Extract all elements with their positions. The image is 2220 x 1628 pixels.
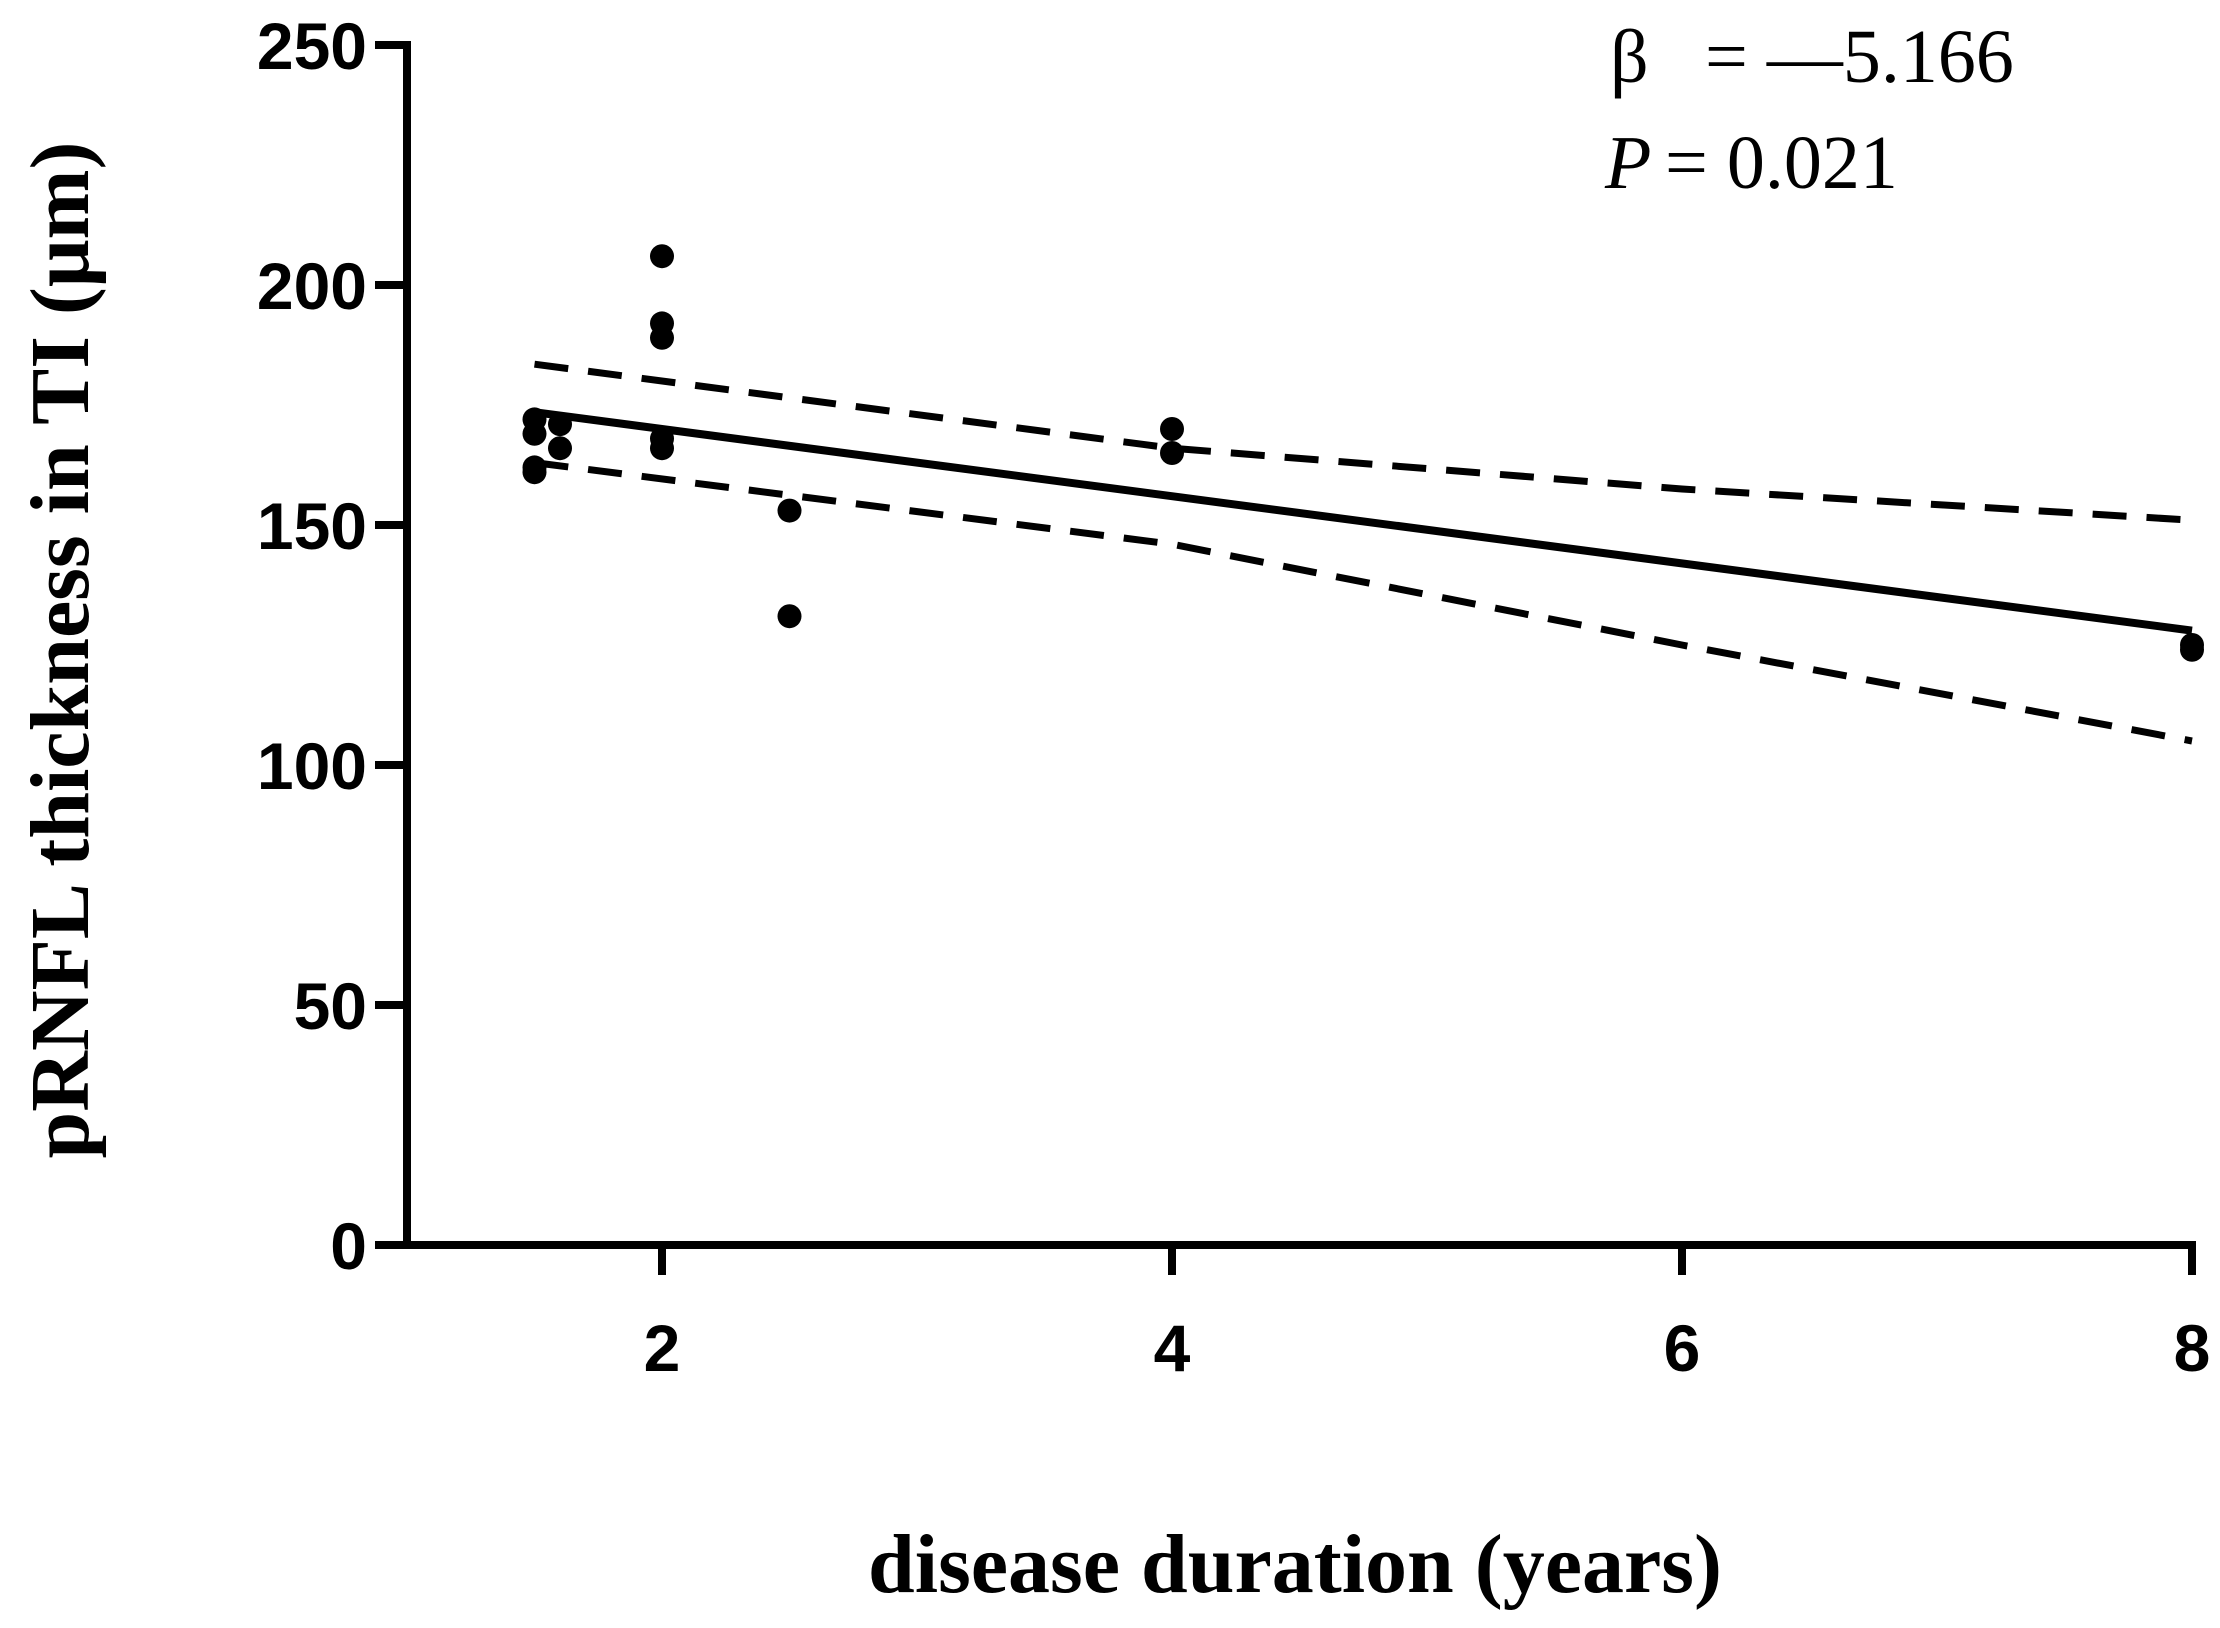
beta-value: = ―5.166: [1705, 15, 2014, 99]
p-value: = 0.021: [1665, 121, 1898, 205]
ci-upper-line: [534, 360, 2193, 524]
axes-layer: [375, 41, 2196, 1275]
regression-line: [533, 408, 2193, 635]
data-point-6: [650, 244, 674, 269]
x-tick-label-6: 6: [1664, 1311, 1701, 1385]
y-tick-label-0: 0: [330, 1209, 367, 1283]
y-tick-label-50: 50: [294, 969, 367, 1043]
data-point-5: [548, 436, 572, 461]
x-axis-title: disease duration (years): [868, 1518, 1722, 1611]
y-tick-label-100: 100: [257, 729, 367, 803]
y-axis-title: pRNFL thickness in TI (μm): [14, 142, 107, 1159]
data-point-16: [2180, 637, 2204, 662]
beta-symbol: β: [1610, 15, 1649, 99]
data-point-11: [777, 498, 802, 523]
data-point-12: [777, 604, 802, 629]
points-layer: [522, 244, 2204, 662]
data-point-8: [650, 325, 674, 350]
y-tick-label-150: 150: [257, 489, 367, 563]
data-point-10: [650, 436, 674, 461]
data-point-14: [1160, 441, 1184, 465]
y-tick-label-250: 250: [257, 9, 367, 83]
ci-lower-line: [534, 459, 2193, 745]
data-point-1: [522, 421, 547, 446]
p-symbol: P: [1604, 121, 1651, 205]
x-tick-label-2: 2: [644, 1311, 681, 1385]
y-tick-label-200: 200: [257, 249, 367, 323]
data-point-4: [548, 412, 572, 437]
data-point-13: [1160, 417, 1184, 441]
data-point-3: [522, 460, 547, 485]
lines-layer: [533, 360, 2193, 745]
x-tick-label-4: 4: [1154, 1311, 1191, 1385]
x-tick-label-8: 8: [2174, 1311, 2211, 1385]
ticks-layer: 0 50 100 150 200 250 2 4 6 8: [257, 9, 2210, 1385]
